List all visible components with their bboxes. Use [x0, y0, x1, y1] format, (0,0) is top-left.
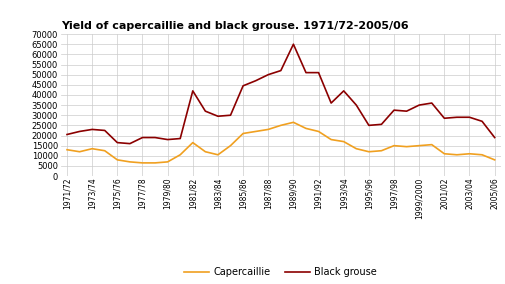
Black grouse — [403, 109, 409, 113]
Black grouse — [327, 101, 333, 105]
Black grouse — [227, 114, 233, 117]
Capercaillie — [290, 121, 296, 124]
Capercaillie — [403, 145, 409, 148]
Capercaillie — [177, 153, 183, 156]
Capercaillie — [352, 147, 359, 151]
Capercaillie — [277, 124, 283, 127]
Black grouse — [215, 114, 221, 118]
Text: Yield of capercaillie and black grouse. 1971/72-2005/06: Yield of capercaillie and black grouse. … — [61, 20, 408, 30]
Black grouse — [239, 84, 245, 87]
Black grouse — [252, 79, 258, 82]
Black grouse — [152, 136, 158, 139]
Black grouse — [466, 116, 472, 119]
Capercaillie — [415, 144, 421, 147]
Black grouse — [114, 141, 120, 144]
Capercaillie — [428, 143, 434, 146]
Legend: Capercaillie, Black grouse: Capercaillie, Black grouse — [180, 263, 380, 281]
Capercaillie — [478, 153, 484, 156]
Black grouse — [365, 124, 371, 127]
Capercaillie — [64, 148, 70, 151]
Black grouse — [177, 137, 183, 140]
Black grouse — [440, 116, 446, 120]
Capercaillie — [189, 141, 195, 144]
Capercaillie — [89, 147, 95, 151]
Capercaillie — [139, 161, 145, 165]
Capercaillie — [315, 130, 321, 133]
Black grouse — [428, 101, 434, 105]
Black grouse — [189, 89, 195, 93]
Black grouse — [76, 130, 82, 133]
Capercaillie — [102, 149, 108, 153]
Black grouse — [378, 123, 384, 126]
Capercaillie — [491, 158, 497, 162]
Line: Capercaillie: Capercaillie — [67, 122, 494, 163]
Black grouse — [478, 120, 484, 123]
Capercaillie — [239, 132, 245, 135]
Black grouse — [302, 71, 309, 74]
Black grouse — [290, 43, 296, 46]
Black grouse — [127, 142, 133, 145]
Capercaillie — [152, 161, 158, 165]
Capercaillie — [365, 150, 371, 153]
Capercaillie — [164, 160, 170, 164]
Black grouse — [415, 103, 421, 107]
Capercaillie — [302, 127, 309, 130]
Black grouse — [89, 128, 95, 131]
Capercaillie — [466, 152, 472, 155]
Capercaillie — [378, 149, 384, 153]
Black grouse — [352, 103, 359, 107]
Black grouse — [340, 89, 346, 93]
Capercaillie — [127, 160, 133, 164]
Capercaillie — [390, 144, 396, 147]
Capercaillie — [202, 150, 208, 153]
Capercaillie — [215, 153, 221, 156]
Capercaillie — [114, 158, 120, 162]
Black grouse — [277, 69, 283, 72]
Capercaillie — [440, 152, 446, 155]
Capercaillie — [252, 130, 258, 133]
Black grouse — [453, 116, 459, 119]
Capercaillie — [327, 138, 333, 141]
Line: Black grouse: Black grouse — [67, 44, 494, 144]
Black grouse — [139, 136, 145, 139]
Capercaillie — [227, 144, 233, 147]
Black grouse — [315, 71, 321, 74]
Black grouse — [491, 136, 497, 139]
Capercaillie — [76, 150, 82, 153]
Black grouse — [202, 109, 208, 113]
Black grouse — [265, 73, 271, 76]
Capercaillie — [453, 153, 459, 156]
Black grouse — [102, 129, 108, 132]
Black grouse — [390, 108, 396, 112]
Capercaillie — [265, 128, 271, 131]
Black grouse — [164, 138, 170, 141]
Black grouse — [64, 133, 70, 136]
Capercaillie — [340, 140, 346, 143]
